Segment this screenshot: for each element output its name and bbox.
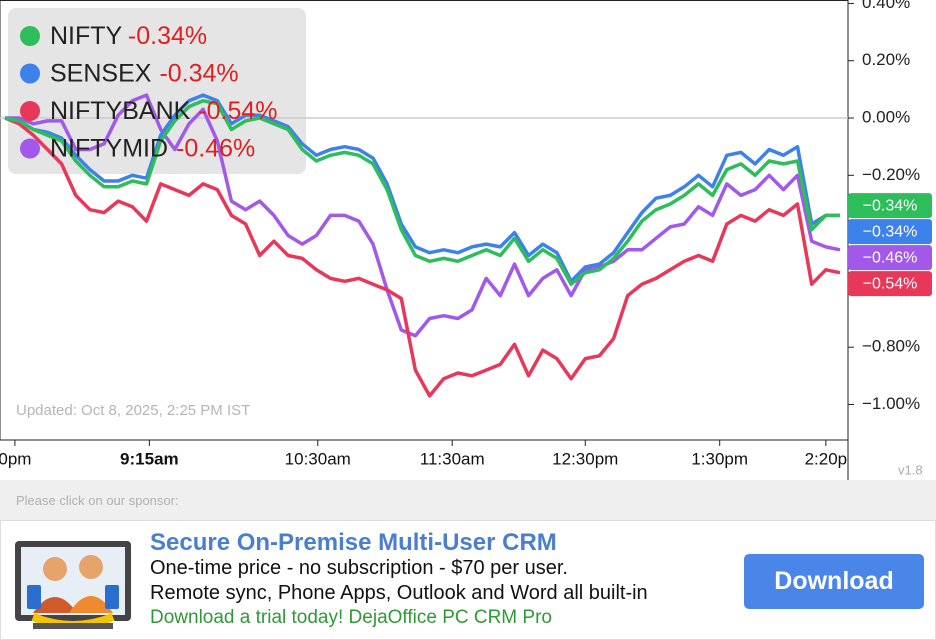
y-tick-label: −0.80%	[862, 337, 920, 356]
download-button[interactable]: Download	[744, 554, 924, 609]
x-tick-label: 12:30pm	[552, 449, 618, 468]
x-tick-label: 1:30pm	[691, 449, 748, 468]
end-tag	[848, 219, 932, 245]
x-tick-label: 10:30am	[285, 449, 351, 468]
y-tick-label: −1.00%	[862, 394, 920, 413]
x-tick-label: 0pm	[0, 449, 31, 468]
legend-marker	[20, 63, 40, 84]
end-tag	[848, 245, 932, 271]
legend-name: NIFTYBANK	[50, 97, 191, 125]
series-line	[4, 99, 840, 286]
end-tag-label: −0.34%	[863, 197, 918, 214]
end-tag-label: −0.46%	[863, 249, 918, 266]
y-tick-label: 0.20%	[862, 50, 910, 69]
legend-entry: SENSEX -0.34%	[50, 59, 239, 87]
end-tag-label: −0.34%	[863, 223, 918, 240]
end-tag	[848, 193, 932, 219]
legend-name: NIFTYMID	[50, 134, 168, 162]
sponsor-prompt: Please click on our sponsor:	[16, 493, 179, 508]
legend-entry: NIFTYMID -0.46%	[50, 134, 255, 162]
end-tag-label: −0.54%	[863, 275, 918, 292]
legend-change: -0.34%	[159, 59, 238, 87]
ad-icon	[15, 541, 131, 629]
legend-change: -0.54%	[198, 97, 277, 125]
legend-box	[8, 8, 306, 174]
ad-box[interactable]: Secure On-Premise Multi-User CRM One-tim…	[0, 520, 936, 640]
legend-marker	[20, 26, 40, 46]
series-line	[4, 116, 841, 398]
version: v1.8	[898, 462, 923, 477]
legend-change: -0.46%	[176, 134, 255, 162]
sponsor-area: Please click on our sponsor: Secure On-P…	[0, 480, 936, 640]
updated-note: Updated: Oct 8, 2025, 2:25 PM IST	[16, 402, 250, 419]
legend-name: NIFTY	[50, 22, 123, 50]
x-tick-label: 9:15am	[120, 449, 179, 468]
x-tick-label: 2:20p	[805, 449, 848, 468]
legend-marker	[20, 138, 40, 159]
legend-marker	[20, 101, 40, 121]
end-tag	[848, 271, 932, 297]
legend-entry: NIFTYBANK -0.54%	[50, 97, 278, 125]
legend-change: -0.34%	[128, 22, 207, 50]
ad-line: One-time price - no subscription - $70 p…	[150, 557, 568, 579]
ad-line: Remote sync, Phone Apps, Outlook and Wor…	[150, 582, 648, 604]
chart: Updated: Oct 8, 2025, 2:25 PM IST v1.8 0…	[0, 0, 932, 480]
y-tick-label: −0.20%	[862, 165, 920, 184]
x-tick-label: 11:30am	[420, 449, 485, 468]
series-line	[4, 93, 840, 284]
legend-entry: NIFTY -0.34%	[50, 22, 207, 50]
ad-cta[interactable]: Download a trial today! DejaOffice PC CR…	[150, 607, 552, 628]
ad-title[interactable]: Secure On-Premise Multi-User CRM	[150, 529, 557, 556]
legend-name: SENSEX	[50, 59, 152, 87]
y-tick-label: 0.00%	[862, 108, 910, 127]
series-line	[5, 93, 841, 338]
y-tick-label: 0.40%	[862, 0, 910, 12]
